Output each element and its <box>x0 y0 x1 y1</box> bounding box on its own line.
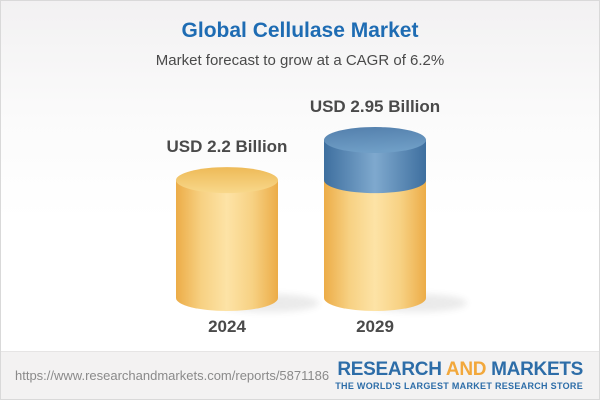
logo-word-markets: MARKETS <box>491 359 583 380</box>
logo-word-research: RESEARCH <box>337 359 442 380</box>
category-label-2029: 2029 <box>356 317 394 336</box>
value-label-2024: USD 2.2 Billion <box>166 137 288 157</box>
category-label-2024: 2024 <box>208 317 246 336</box>
logo-tagline: THE WORLD'S LARGEST MARKET RESEARCH STOR… <box>335 381 583 391</box>
chart-header: Global Cellulase Market Market forecast … <box>1 1 599 69</box>
page-subtitle: Market forecast to grow at a CAGR of 6.2… <box>155 52 445 69</box>
value-label-2029: USD 2.95 Billion <box>309 97 441 116</box>
logo-word-and: AND <box>445 359 487 380</box>
logo-wordmark: RESEARCH AND MARKETS <box>335 360 583 379</box>
report-url-link[interactable]: https://www.researchandmarkets.com/repor… <box>15 368 330 383</box>
research-and-markets-logo: RESEARCH AND MARKETS THE WORLD'S LARGEST… <box>335 360 583 391</box>
footer-bar: https://www.researchandmarkets.com/repor… <box>1 351 599 399</box>
page-title: Global Cellulase Market <box>181 19 419 42</box>
